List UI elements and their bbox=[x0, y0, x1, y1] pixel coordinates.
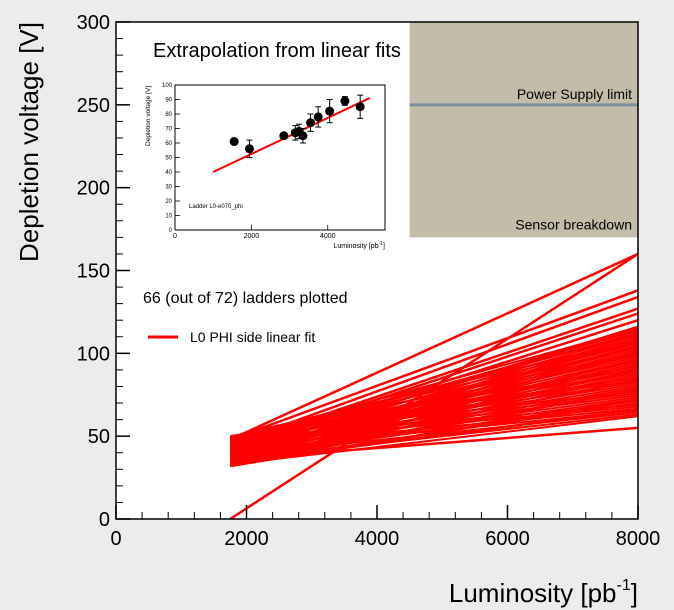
fit-line bbox=[229, 352, 639, 459]
inset-data-point bbox=[340, 96, 350, 106]
inset-data-point bbox=[355, 102, 365, 112]
fit-line bbox=[229, 289, 639, 441]
inset-y-tick-label: 80 bbox=[165, 112, 172, 118]
y-tick-label: 50 bbox=[88, 426, 110, 448]
inset-data-point bbox=[279, 131, 289, 141]
inset-x-axis-label-main: Luminosity [pb bbox=[333, 243, 378, 250]
inset-x-axis-label-sup: -1 bbox=[379, 241, 384, 247]
fit-line bbox=[229, 340, 639, 456]
inset-plot: 0 10 20 30 40 50 60 70 80 90 100 0 2000 4000 Ladder L0… bbox=[138, 76, 394, 262]
x-axis-label-sup: -1 bbox=[617, 577, 631, 594]
fit-line bbox=[229, 332, 639, 445]
inset-data-point bbox=[298, 131, 308, 141]
fit-line bbox=[229, 388, 639, 466]
inset-x-axis-label: Luminosity [pb-1] bbox=[333, 241, 385, 250]
legend-label: L0 PHI side linear fit bbox=[190, 329, 315, 345]
y-tick-label: 250 bbox=[77, 95, 110, 117]
inset-frame bbox=[174, 84, 386, 231]
inset-y-tick-label: 100 bbox=[162, 83, 173, 89]
x-tick-label: 6000 bbox=[485, 528, 530, 550]
inset-data-point bbox=[325, 106, 335, 116]
y-tick-label: 300 bbox=[77, 12, 110, 34]
fit-line bbox=[230, 426, 639, 461]
inset-data-point bbox=[229, 137, 239, 147]
x-axis-label: Luminosity [pb-1] bbox=[449, 577, 638, 608]
inset-y-tick-label: 90 bbox=[165, 98, 172, 104]
fit-line bbox=[229, 345, 639, 458]
fit-line-band bbox=[230, 415, 639, 466]
inset-data-point bbox=[306, 118, 316, 128]
fit-line bbox=[229, 252, 639, 441]
fit-line bbox=[229, 358, 639, 461]
inset-y-tick-label: 30 bbox=[165, 185, 172, 191]
inset-data-point bbox=[313, 112, 323, 122]
inset-y-tick-label: 10 bbox=[165, 214, 172, 220]
fit-line bbox=[229, 295, 639, 446]
inset-y-axis-label: Depletion voltage [V] bbox=[145, 86, 152, 146]
fit-line bbox=[229, 378, 639, 464]
inset-x-axis-label-close: ] bbox=[383, 243, 385, 250]
y-tick-label: 150 bbox=[77, 261, 110, 283]
inset-y-tick-label: 50 bbox=[165, 156, 172, 162]
y-axis-label: Depletion voltage [V] bbox=[14, 22, 44, 262]
fit-line bbox=[229, 319, 639, 451]
x-tick-label: 4000 bbox=[355, 528, 400, 550]
y-tick-label: 100 bbox=[77, 343, 110, 365]
y-tick-label: 200 bbox=[77, 178, 110, 200]
inset-data-point bbox=[244, 144, 254, 154]
inset-y-tick-label: 60 bbox=[165, 141, 172, 147]
inset-y-tick-label: 40 bbox=[165, 170, 172, 176]
y-tick-label: 0 bbox=[99, 509, 110, 531]
x-tick-label: 8000 bbox=[616, 528, 661, 550]
inset-y-tick-label: 0 bbox=[169, 228, 173, 234]
x-tick-label: 2000 bbox=[224, 528, 269, 550]
fit-line bbox=[229, 252, 639, 521]
fit-line bbox=[229, 325, 639, 454]
x-tick-label: 0 bbox=[110, 528, 121, 550]
fit-line bbox=[229, 368, 639, 463]
breakdown-region: Power Supply limit Sensor breakdown bbox=[409, 22, 638, 238]
inset-x-tick-label: 0 bbox=[173, 233, 177, 240]
x-axis-label-close: ] bbox=[631, 578, 638, 608]
inset-ladder-label: Ladder L0-e070_phi bbox=[189, 204, 243, 210]
linear-fits bbox=[229, 252, 639, 521]
chart-title: Extrapolation from linear fits bbox=[153, 40, 401, 62]
inset-x-tick-label: 4000 bbox=[320, 233, 336, 240]
ladders-annotation: 66 (out of 72) ladders plotted bbox=[143, 290, 348, 307]
inset-y-tick-label: 70 bbox=[165, 127, 172, 133]
power-supply-limit-label: Power Supply limit bbox=[517, 86, 632, 102]
fit-line bbox=[229, 307, 639, 448]
inset-x-tick-label: 2000 bbox=[244, 233, 260, 240]
sensor-breakdown-label: Sensor breakdown bbox=[515, 216, 632, 232]
inset-y-tick-label: 20 bbox=[165, 199, 172, 205]
breakdown-region-fill bbox=[409, 22, 638, 238]
x-axis-label-main: Luminosity [pb bbox=[449, 578, 617, 608]
